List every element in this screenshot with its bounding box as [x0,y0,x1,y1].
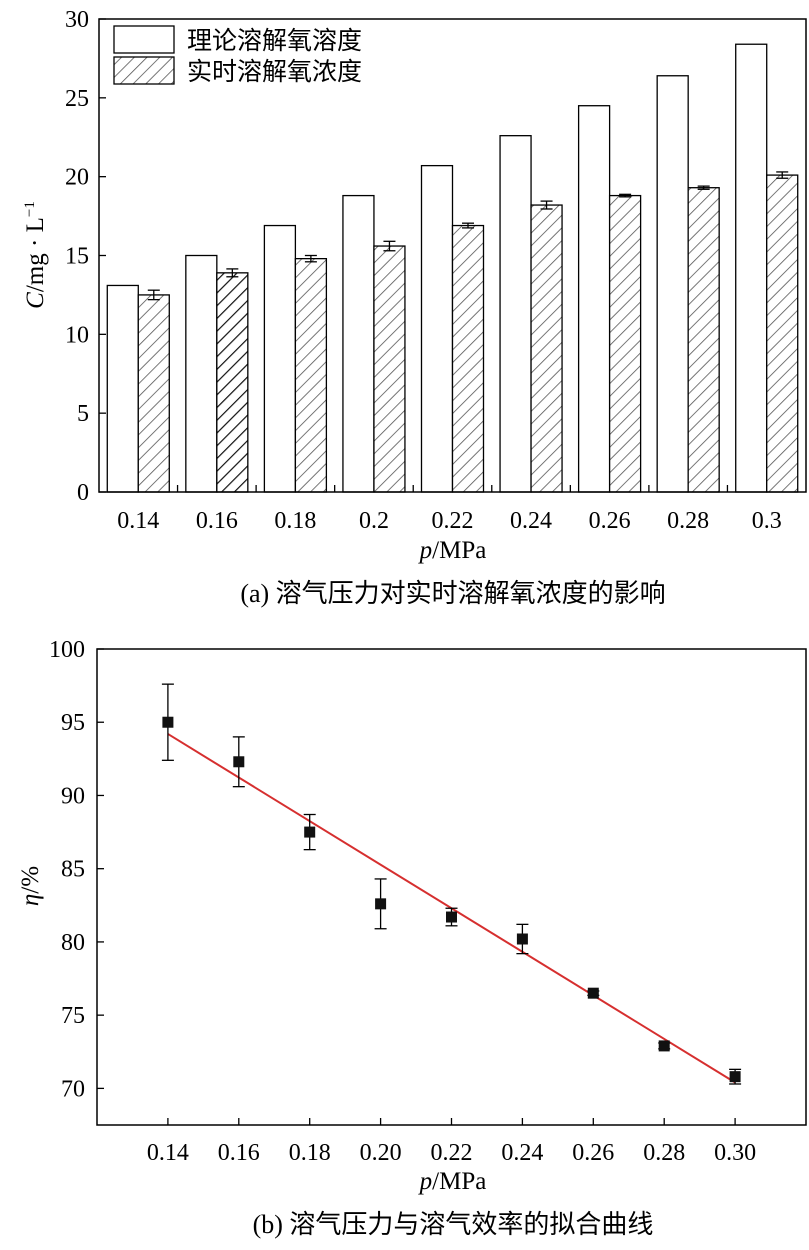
x-tick-label: 0.18 [289,1140,331,1166]
data-point [375,898,387,910]
bar-theory [577,105,611,493]
bar-realtime [608,194,642,493]
x-tick-label: 0.22 [431,1140,473,1166]
bar-theory [420,164,454,493]
legend-label-theory: 理论溶解氧溶度 [187,27,362,55]
bar-theory [499,135,532,493]
error-bar [383,240,396,252]
x-tick-label: 0.26 [572,1140,614,1166]
legend-swatch-realtime [113,56,175,85]
bar-theory [342,194,375,493]
error-bar [304,254,317,263]
x-tick-label: 0.14 [147,1140,189,1166]
data-point [516,933,528,945]
x-tick-label: 0.24 [510,508,552,534]
chart-b-plot-frame [96,648,807,1126]
x-tick-label: 0.28 [667,508,709,534]
chart-a-x-ticks: 0.14 0.16 0.18 0.2 0.22 0.24 0.26 0.28 0.3 [117,485,782,534]
x-tick-label: 0.24 [501,1140,543,1166]
chart-b-y-ticks: 70 75 80 85 90 95 100 [49,637,104,1102]
x-tick-label: 0.20 [360,1140,402,1166]
bar-theory [735,43,768,493]
bar-realtime [687,187,720,493]
bar-realtime [766,174,799,493]
legend-label-realtime: 实时溶解氧浓度 [187,58,362,86]
x-tick-label: 0.3 [752,508,782,534]
chart-b-y-axis-title: η/% [17,866,44,906]
chart-a-bars [106,43,799,493]
bar-realtime [451,224,485,493]
bar-realtime [216,272,249,493]
chart-b-points [161,683,742,1085]
bar-realtime [294,258,328,493]
chart-a-caption: (a) 溶气压力对实时溶解氧浓度的影响 [240,579,665,608]
bar-theory [185,254,218,493]
y-tick-label: 75 [61,1003,85,1029]
y-tick-label: 0 [77,480,89,506]
y-tick-label: 85 [61,857,85,883]
error-bar [776,171,789,179]
y-tick-label: 15 [65,244,89,270]
x-tick-label: 0.28 [643,1140,685,1166]
bar-realtime [373,245,406,493]
chart-a-legend: 理论溶解氧溶度 实时溶解氧浓度 [113,25,362,86]
y-tick-label: 25 [65,86,89,112]
data-point [446,911,457,923]
data-point [304,826,316,838]
error-bar [226,268,239,278]
bar-theory [263,224,297,493]
x-tick-label: 0.16 [196,508,238,534]
x-tick-label: 0.14 [117,508,159,534]
legend-swatch-theory [113,25,175,54]
y-tick-label: 95 [61,710,85,736]
data-point [658,1040,670,1052]
data-point [587,987,599,999]
x-tick-label: 0.2 [359,508,389,534]
y-tick-label: 80 [61,930,85,956]
error-bar [540,200,553,210]
y-tick-label: 5 [77,401,89,427]
chart-b-x-axis-title: p/MPa [418,1168,487,1195]
x-tick-label: 0.22 [432,508,474,534]
chart-a-x-axis-title: p/MPa [418,537,487,564]
chart-a-y-ticks: 0 5 10 15 20 25 30 [65,7,106,506]
data-point [729,1071,741,1083]
bar-realtime [137,294,170,493]
bar-theory [656,75,689,493]
y-tick-label: 100 [49,637,85,663]
bar-theory [106,284,139,493]
x-tick-label: 0.16 [218,1140,260,1166]
error-bar [619,193,632,198]
bar-realtime [530,204,563,493]
x-tick-label: 0.30 [714,1140,756,1166]
error-bar [147,289,160,301]
error-bar [462,222,474,229]
data-point [162,716,174,728]
chart-b: 70 75 80 85 90 95 100 0.14 0.16 0.18 0.20 0.22 0.24… [17,637,807,1239]
chart-a: 0 5 10 15 20 25 30 0.14 0.16 0.18 0.2 0.22 0.24 0.26… [22,7,807,608]
chart-a-y-axis-title: C/mg · L−1 [22,201,49,309]
chart-b-x-ticks: 0.14 0.16 0.18 0.20 0.22 0.24 0.26 0.28 0.30 [147,1118,756,1166]
chart-b-caption: (b) 溶气压力与溶气效率的拟合曲线 [253,1210,654,1239]
x-tick-label: 0.18 [274,508,316,534]
error-bar [697,185,710,190]
y-tick-label: 90 [61,783,85,809]
y-tick-label: 10 [65,322,89,348]
y-tick-label: 20 [65,165,89,191]
y-tick-label: 30 [65,7,89,33]
y-tick-label: 70 [61,1076,85,1102]
x-tick-label: 0.26 [589,508,631,534]
data-point [233,756,245,768]
